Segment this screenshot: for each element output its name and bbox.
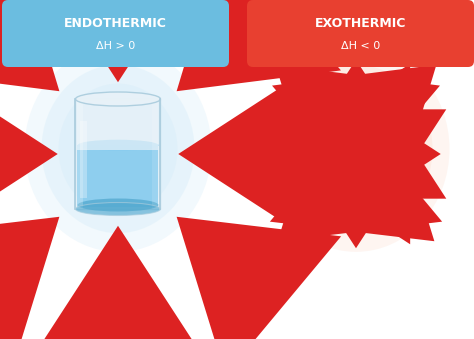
Ellipse shape	[75, 92, 161, 106]
Bar	[316, 99, 396, 124]
Text: HEAT: HEAT	[96, 28, 140, 43]
Text: HEAT: HEAT	[334, 28, 378, 43]
Ellipse shape	[313, 202, 399, 216]
Ellipse shape	[297, 83, 416, 215]
Text: ENDOTHERMIC: ENDOTHERMIC	[64, 17, 167, 30]
Bar	[391, 99, 399, 209]
Ellipse shape	[78, 140, 158, 151]
Ellipse shape	[42, 65, 194, 233]
Bar	[81, 121, 88, 198]
Bar	[75, 99, 83, 209]
Ellipse shape	[316, 199, 396, 212]
Bar	[313, 99, 321, 209]
FancyBboxPatch shape	[2, 0, 229, 67]
Text: ΔH > 0: ΔH > 0	[96, 41, 135, 51]
Ellipse shape	[78, 199, 158, 212]
Bar	[316, 119, 396, 207]
Bar	[153, 99, 161, 209]
Ellipse shape	[75, 202, 161, 216]
Bar	[78, 145, 158, 207]
Bar	[313, 99, 399, 209]
Bar	[75, 99, 161, 209]
Text: ΔH < 0: ΔH < 0	[341, 41, 380, 51]
Ellipse shape	[58, 83, 177, 215]
Bar	[319, 121, 326, 198]
Ellipse shape	[313, 92, 399, 106]
Ellipse shape	[316, 113, 396, 124]
Ellipse shape	[263, 46, 449, 252]
Ellipse shape	[25, 46, 211, 252]
Bar	[78, 99, 158, 150]
Text: EXOTHERMIC: EXOTHERMIC	[315, 17, 406, 30]
FancyBboxPatch shape	[247, 0, 474, 67]
Ellipse shape	[280, 65, 432, 233]
